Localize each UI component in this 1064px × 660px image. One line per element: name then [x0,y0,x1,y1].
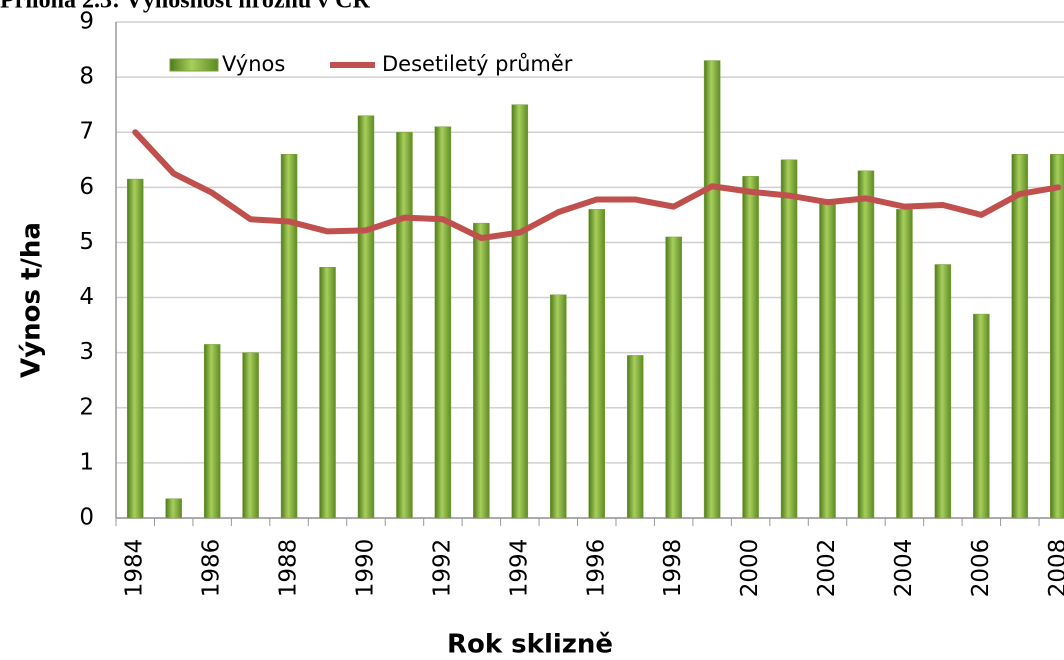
y-tick-label: 5 [79,229,94,255]
x-tick-label: 2000 [737,539,763,598]
bar [473,222,490,519]
y-tick-label: 9 [79,9,94,35]
bar [126,178,144,519]
bar [165,498,182,519]
x-axis-title: Rok sklizně [447,630,613,660]
bar [934,264,952,519]
bar [819,203,836,519]
bar [1011,154,1029,519]
x-tick-label: 2006 [968,539,994,598]
line [132,129,1062,242]
bar [511,104,529,519]
bar [242,352,259,519]
chart-title: Příloha 2.3: Výnosnost hroznů v ČR [0,0,371,14]
bar [203,344,221,519]
y-tick-label: 2 [79,394,94,420]
x-tick-label: 1998 [660,539,686,598]
bar [896,209,913,519]
x-tick-label: 2002 [814,539,840,598]
x-tick-label: 1992 [429,539,455,598]
x-tick-label: 1994 [506,539,532,598]
bar [396,131,413,519]
y-tick-label: 6 [79,174,94,200]
bar [434,126,452,519]
legend-label: Desetiletý průměr [382,52,573,76]
bar [703,60,721,519]
bar [357,115,375,519]
y-tick-label: 4 [79,284,94,310]
bar [319,266,336,519]
x-tick-label: 1984 [122,539,148,598]
x-tick-label: 2008 [1045,539,1064,598]
bar [280,154,298,519]
bar [780,159,798,519]
bar [742,176,759,519]
y-tick-label: 8 [79,64,94,90]
x-tick-label: 1988 [276,539,302,598]
legend-label: Výnos [222,52,285,76]
bar [665,236,682,519]
y-tick-label: 1 [79,449,94,475]
x-tick-label: 2004 [891,539,917,598]
bar [973,313,990,519]
x-tick-label: 1996 [583,539,609,598]
bar [626,355,644,519]
y-axis-title: Výnos t/ha [17,222,47,378]
bar [857,170,875,519]
y-tick-label: 7 [79,119,94,145]
x-tick-label: 1990 [352,539,378,598]
x-tick-label: 1986 [199,539,225,598]
y-tick-label: 0 [79,505,94,531]
bar [1050,154,1064,519]
legend-swatch [169,58,219,72]
bar [550,294,567,519]
bar [588,209,605,519]
y-tick-label: 3 [79,339,94,365]
